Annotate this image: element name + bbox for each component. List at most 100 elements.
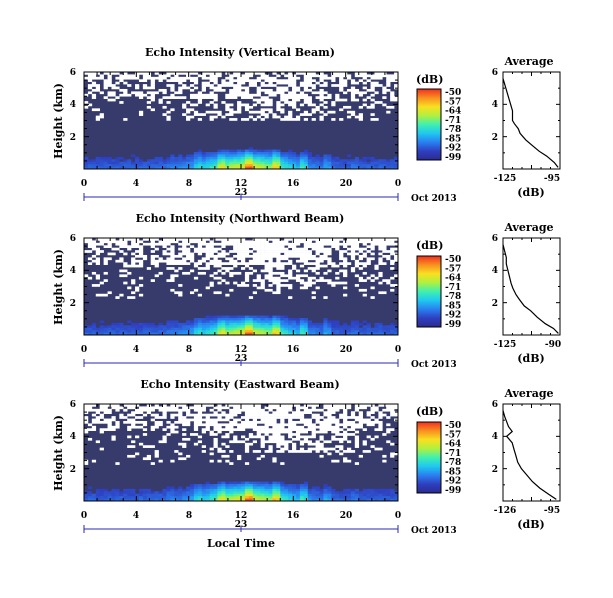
heatmap-cell — [362, 156, 367, 160]
heatmap-cell-no-data — [346, 459, 352, 463]
heatmap-cell-no-data — [103, 279, 108, 282]
heatmap-cell-no-data — [350, 93, 356, 97]
heatmap-cell-no-data — [272, 440, 277, 444]
heatmap-cell-no-data — [225, 416, 230, 419]
heatmap-x-ticks — [83, 404, 399, 501]
heatmap-cell-no-data — [229, 408, 234, 412]
heatmap-cell-no-data — [170, 404, 175, 407]
heatmap-cell — [233, 498, 238, 502]
heatmap-cell-no-data — [280, 450, 285, 453]
heatmap-cell-no-data — [209, 413, 214, 417]
heatmap-cell-no-data — [354, 440, 360, 444]
heatmap-cell — [288, 327, 293, 331]
heatmap-cell — [91, 161, 97, 165]
heatmap-cell-no-data — [178, 238, 183, 241]
heatmap-cell-no-data — [178, 267, 183, 270]
heatmap-cell-no-data — [331, 435, 336, 439]
heatmap-cell — [335, 327, 340, 331]
heatmap-cell-no-data — [91, 425, 97, 429]
heatmap-cell-no-data — [382, 433, 387, 436]
heatmap-cell — [213, 327, 218, 331]
heatmap-cell-no-data — [205, 413, 210, 417]
heatmap-cell-no-data — [123, 281, 128, 285]
heatmap-cell-no-data — [84, 72, 89, 75]
heatmap-cell-no-data — [268, 423, 273, 427]
heatmap-cell-no-data — [252, 404, 257, 407]
heatmap-cell-no-data — [213, 259, 218, 263]
x-tick-label: 20 — [340, 345, 353, 355]
heatmap-cell-no-data — [241, 259, 246, 263]
heatmap-cell-no-data — [244, 108, 250, 112]
heatmap-cell-no-data — [182, 442, 187, 446]
heatmap-cell — [331, 156, 336, 160]
heatmap-cell-no-data — [280, 257, 285, 261]
heatmap-cell — [127, 161, 132, 165]
heatmap-cell-no-data — [233, 247, 238, 251]
heatmap-cell-no-data — [229, 411, 234, 414]
heatmap-cell — [382, 493, 387, 497]
heatmap-cell-no-data — [386, 240, 391, 244]
heatmap-cell-no-data — [87, 428, 93, 431]
heatmap-cell — [241, 327, 246, 331]
heatmap-cell — [335, 322, 340, 326]
heatmap-cell-no-data — [252, 418, 257, 422]
heatmap-cell-no-data — [354, 423, 360, 427]
heatmap-cell-no-data — [186, 252, 191, 256]
heatmap-cell-no-data — [292, 252, 297, 256]
heatmap-cell — [201, 322, 206, 326]
heatmap-cell-no-data — [264, 84, 269, 87]
heatmap-cell — [268, 496, 273, 499]
heatmap-cell-no-data — [131, 418, 136, 422]
heatmap-cell-no-data — [370, 84, 375, 87]
heatmap-cell-no-data — [248, 267, 254, 270]
heatmap-cell-no-data — [197, 98, 203, 102]
heatmap-cell-no-data — [178, 79, 183, 82]
heatmap-cell-no-data — [248, 408, 254, 412]
heatmap-cell-no-data — [374, 406, 379, 410]
heatmap-cell-no-data — [154, 259, 159, 263]
heatmap-cell-no-data — [248, 406, 254, 410]
heatmap-cell-no-data — [319, 264, 324, 268]
heatmap-cell — [256, 318, 261, 321]
heatmap-cell-no-data — [233, 264, 238, 268]
heatmap-cell-no-data — [111, 428, 116, 431]
heatmap-cell — [221, 164, 226, 167]
heatmap-cell-no-data — [166, 74, 171, 78]
heatmap-cell-no-data — [162, 404, 167, 407]
heatmap-cell — [241, 491, 246, 495]
heatmap-cell — [186, 488, 191, 492]
heatmap-cell — [354, 325, 360, 329]
heatmap-cell — [256, 322, 261, 326]
heatmap-cell-no-data — [186, 110, 191, 114]
heatmap-cell-no-data — [350, 96, 356, 99]
heatmap-cell-no-data — [178, 291, 183, 295]
heatmap-cell-no-data — [323, 420, 328, 424]
heatmap-cell-no-data — [154, 420, 159, 424]
heatmap-cell-no-data — [284, 250, 289, 253]
heatmap-cell — [264, 498, 269, 502]
heatmap-cell-no-data — [311, 118, 316, 121]
heatmap-cell-no-data — [229, 274, 234, 278]
heatmap-cell — [150, 166, 155, 170]
heatmap-cell-no-data — [217, 404, 222, 407]
heatmap-cell-no-data — [292, 411, 297, 414]
heatmap-cell-no-data — [374, 428, 379, 431]
heatmap-cell-no-data — [213, 440, 218, 444]
colorbar-tick-label: -85 — [445, 134, 461, 144]
heatmap-cell-no-data — [237, 250, 242, 253]
heatmap-cell-no-data — [394, 274, 399, 278]
heatmap-cell — [87, 164, 93, 167]
heatmap-cell-no-data — [91, 413, 97, 417]
heatmap-cell-no-data — [182, 423, 187, 427]
heatmap-cell-no-data — [382, 86, 387, 90]
heatmap-cell — [131, 332, 136, 336]
heatmap-cell-no-data — [350, 113, 356, 116]
heatmap-cell-no-data — [131, 238, 136, 241]
heatmap-cell-no-data — [221, 245, 226, 248]
heatmap-cell-no-data — [162, 74, 167, 78]
heatmap-cell-no-data — [142, 84, 148, 87]
heatmap-cell — [284, 486, 289, 490]
heatmap-cell-no-data — [244, 445, 250, 448]
heatmap-cell — [193, 488, 199, 492]
heatmap-cell — [252, 327, 257, 331]
